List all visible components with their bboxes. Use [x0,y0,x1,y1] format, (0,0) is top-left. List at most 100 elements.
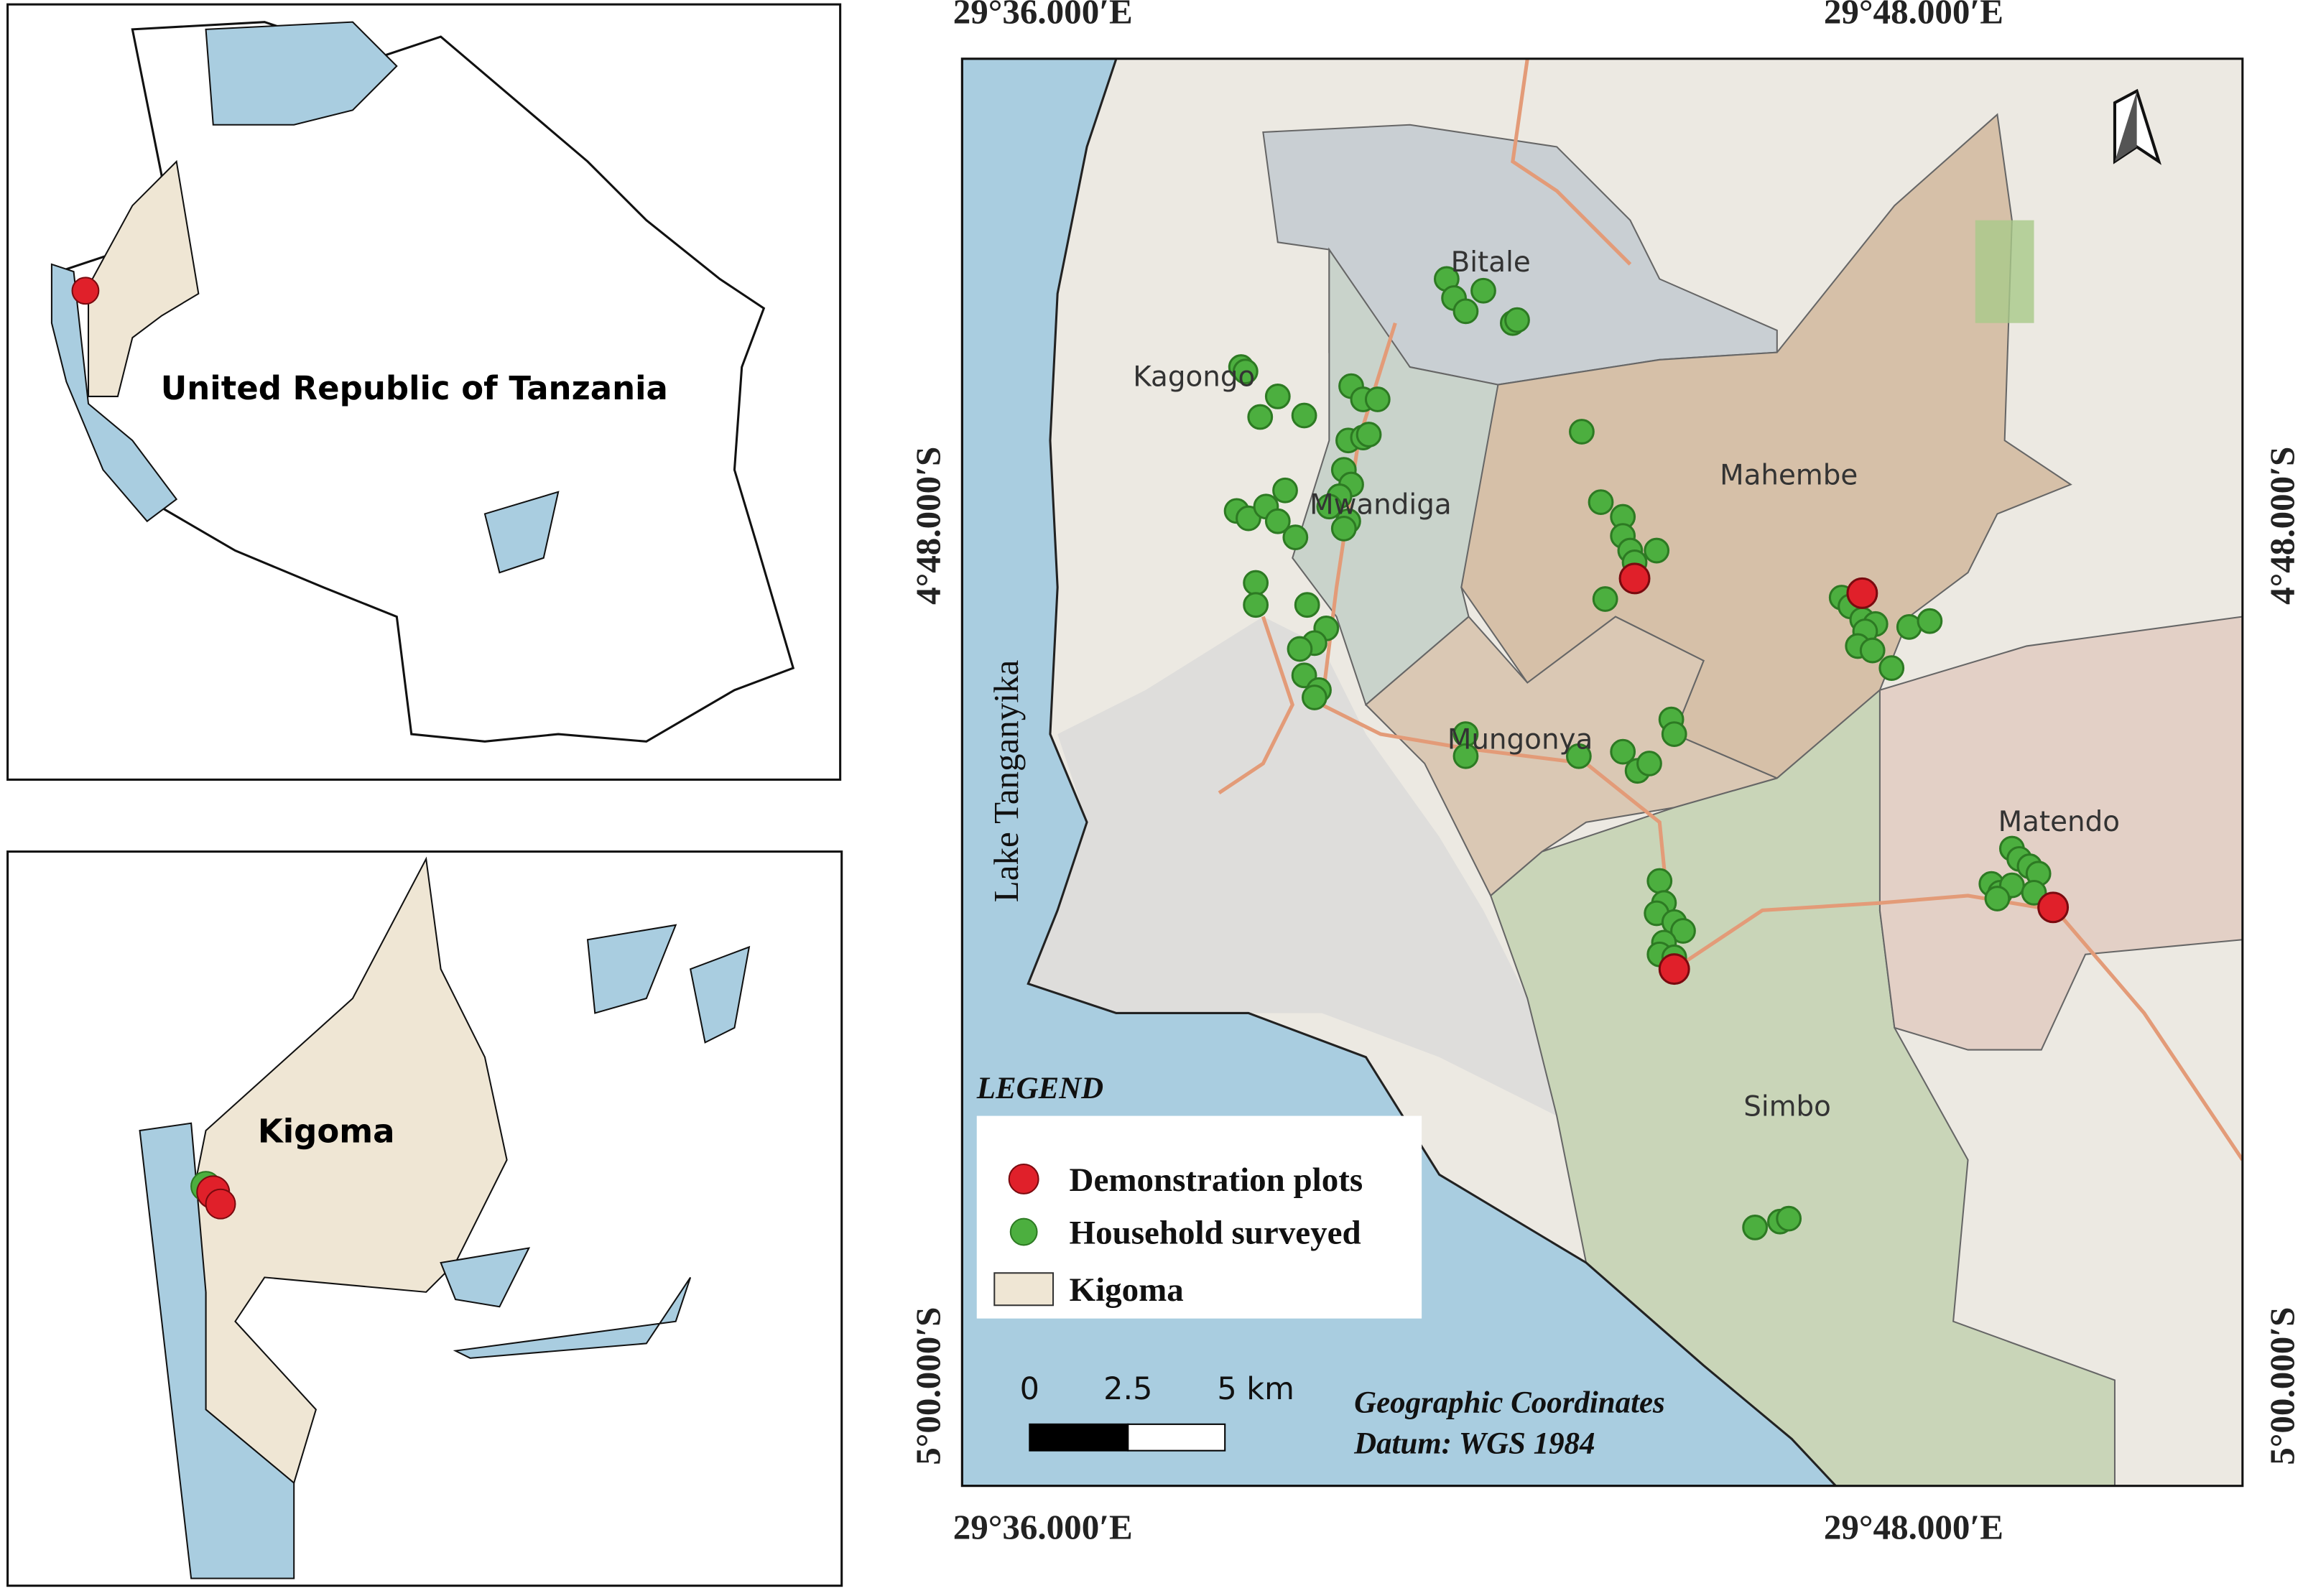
place-label: Mahembe [1720,460,1858,492]
scale-segment [1029,1423,1129,1452]
household-point [1302,685,1327,710]
demo-plot [1846,577,1878,609]
scale-label: 2.5 [1103,1371,1152,1407]
legend-symbol [1009,1217,1038,1246]
household-point [1294,592,1320,618]
place-label: Kagongo [1133,361,1255,394]
inset-title: United Republic of Tanzania [161,369,668,407]
household-point [1776,1205,1802,1232]
lat-label: 5°00.000′S [909,1307,948,1465]
legend-title: LEGEND [976,1072,1103,1105]
household-point [1232,358,1259,385]
place-label: Mungonya [1447,724,1593,756]
place-label: Simbo [1743,1091,1831,1123]
road [1218,616,1294,794]
household-point [1247,404,1274,430]
household-point [1644,537,1670,564]
lon-label: 29°48.000′E [1824,1507,2003,1546]
household-point [1316,493,1343,520]
note: Geographic Coordinates [1354,1386,1665,1419]
household-point [1470,277,1496,304]
lat-label: 5°00.000′S [2262,1307,2302,1465]
inset-frame [6,3,842,781]
household-point [1917,608,1943,634]
scale-label: 5 km [1217,1371,1294,1407]
note: Datum: WGS 1984 [1353,1427,1595,1461]
household-point [1243,592,1269,618]
household-point [1282,524,1309,551]
household-point [1878,655,1905,681]
demo-plot [2037,891,2070,924]
lon-label: 29°36.000′E [953,0,1133,32]
demo-plot [71,277,100,305]
scale-label: 0 [1020,1371,1039,1407]
household-point [1452,743,1479,769]
lat-label: 4°48.000′S [2262,447,2302,605]
household-point [1859,637,1886,664]
household-point [1272,477,1298,504]
household-point [1287,636,1313,662]
household-point [2021,879,2047,906]
scale-segment [1127,1423,1226,1452]
legend-symbol [993,1272,1055,1307]
inset-tanzania: United Republic of Tanzania [6,3,842,781]
lake [689,945,751,1044]
household-point [1364,386,1391,412]
demo-plot [205,1188,236,1220]
household-point [1646,868,1673,894]
household-point [1742,1215,1769,1240]
legend-label: Household surveyed [1070,1214,1361,1251]
demo-plot [1618,562,1651,595]
region-kigoma [88,159,200,397]
ward-matendo [1878,616,2243,1051]
household-point [1264,508,1291,534]
park [1975,220,2034,323]
lake-label: Lake Tanganyika [986,660,1026,903]
points [1223,266,2070,1240]
household-point [1236,505,1261,532]
household-point [1330,516,1357,542]
household-point [1569,419,1595,445]
lat-label: 4°48.000′S [909,447,948,605]
place-label: Bitale [1451,246,1531,279]
household-point [1610,738,1636,765]
household-point [1588,489,1614,515]
household-point [1670,918,1696,944]
household-point [1452,298,1479,325]
main-frame [960,57,2244,1488]
lake [453,1276,692,1359]
place-label: Matendo [1998,806,2120,838]
demo-plot [1658,953,1690,985]
household-point [1264,384,1291,409]
inset-kigoma: Kigoma [6,850,843,1587]
household-point [1356,422,1382,447]
lake [483,491,560,574]
lake [205,21,398,126]
legend-label: Kigoma [1070,1271,1184,1309]
household-point [1592,586,1618,612]
household-point [1661,721,1687,747]
legend-symbol [1008,1163,1039,1194]
road [1511,58,1632,266]
household-point [1291,402,1317,429]
legend: Demonstration plots Household surveyed K… [976,1115,1422,1319]
lake [440,1247,531,1308]
place-label: Mwandiga [1310,488,1452,521]
region-kigoma [190,856,508,1485]
lake [586,924,677,1014]
household-point [1636,751,1662,776]
lon-label: 29°36.000′E [953,1507,1133,1546]
lon-label: 29°48.000′E [1824,0,2003,32]
inset-title: Kigoma [258,1112,395,1150]
road [1320,702,2243,1161]
town-area [1028,616,1557,1116]
lake [50,263,178,523]
legend-label: Demonstration plots [1070,1161,1363,1199]
inset-frame [6,850,843,1587]
household-point [1243,570,1269,596]
household-point [1504,307,1530,333]
household-point [1565,743,1592,769]
